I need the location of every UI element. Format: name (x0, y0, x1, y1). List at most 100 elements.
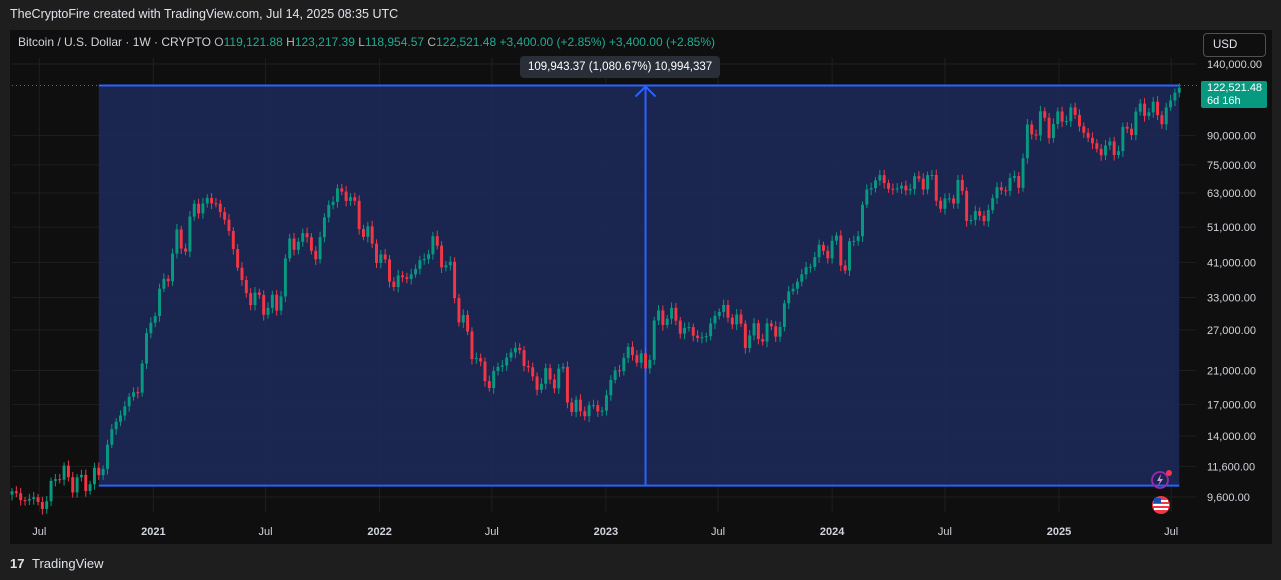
candle (101, 465, 105, 480)
change-value: +3,400.00 (+2.85%) (499, 35, 606, 49)
candle-countdown: 6d 16h (1207, 95, 1241, 107)
candle (683, 322, 687, 340)
candle (631, 341, 634, 361)
candle (674, 302, 678, 326)
time-axis[interactable]: Jul 2021 Jul 2022 Jul 2023 Jul 2024 Jul 2025 Jul (32, 526, 1178, 538)
candles (10, 83, 1181, 515)
top-bar: TheCryptoFire created with TradingView.c… (0, 0, 1281, 30)
candle (175, 223, 179, 259)
candle (179, 225, 183, 255)
candle (1043, 107, 1047, 122)
candle (366, 221, 370, 243)
price-chart[interactable]: 140,000.00 90,000.00 75,000.00 63,000.00 51,… (0, 0, 1281, 548)
candle (1064, 115, 1068, 126)
candle (97, 462, 101, 481)
candle (201, 198, 205, 219)
last-price-tag: 122,521.48 6d 16h (1201, 81, 1267, 108)
candle (127, 393, 131, 412)
candle (908, 183, 912, 195)
tradingview-logo-icon[interactable]: 17 (10, 556, 25, 571)
candle (466, 310, 470, 336)
candle (739, 309, 743, 328)
measure-label: 109,943.37 (1,080.67%) 10,994,337 (520, 56, 721, 78)
candle (1051, 118, 1055, 143)
candle (197, 198, 201, 219)
measure-range-box[interactable] (98, 85, 1180, 486)
candle (136, 386, 140, 399)
candle (405, 272, 409, 284)
candle (474, 352, 478, 364)
candle (904, 180, 908, 196)
candle (548, 364, 552, 385)
candle (414, 264, 418, 278)
candle (45, 495, 49, 514)
candle (700, 332, 704, 344)
candle (1077, 109, 1081, 132)
candle (1112, 136, 1116, 161)
candle (804, 261, 808, 280)
candle (965, 187, 969, 227)
open-value: 119,121.88 (223, 35, 283, 49)
candle (357, 195, 361, 235)
symbol-name[interactable]: Bitcoin / U.S. Dollar · 1W · CRYPTO (18, 35, 211, 49)
candle (678, 316, 682, 339)
candle (505, 352, 509, 371)
candle (644, 347, 648, 373)
y-tick-label: 11,600.00 (1207, 461, 1255, 473)
last-price-value: 122,521.48 (1207, 82, 1263, 94)
candle (986, 204, 990, 227)
candle (921, 173, 925, 196)
candle (145, 328, 148, 369)
candle (752, 318, 756, 341)
candle (1177, 83, 1181, 98)
candle (1069, 103, 1073, 127)
candle (926, 171, 930, 195)
close-label: C (427, 35, 437, 49)
us-flag-icon[interactable] (1152, 496, 1170, 514)
candle (856, 230, 860, 246)
y-tick-label: 21,000.00 (1207, 366, 1256, 378)
candle (296, 237, 300, 255)
candle (236, 244, 240, 272)
candle (370, 220, 374, 249)
candle (583, 406, 587, 421)
candle (561, 362, 565, 373)
candle (305, 227, 309, 243)
price-axis[interactable]: 140,000.00 90,000.00 75,000.00 63,000.00 51,… (1207, 59, 1262, 504)
change-value-2: +3,400.00 (+2.85%) (608, 35, 715, 49)
candle (279, 290, 283, 315)
candle (105, 439, 109, 475)
candle (913, 172, 917, 195)
candle (756, 319, 760, 345)
x-tick-label: Jul (1164, 526, 1178, 538)
candle (661, 305, 665, 331)
candle (618, 364, 621, 377)
candle (392, 277, 396, 291)
candle (14, 486, 18, 498)
candle (1147, 108, 1151, 120)
candle (249, 288, 253, 311)
candle (930, 169, 934, 180)
candle (578, 394, 582, 417)
lightning-alert-icon[interactable] (1151, 470, 1172, 489)
symbol-legend[interactable]: Bitcoin / U.S. Dollar · 1W · CRYPTO O119… (18, 35, 715, 49)
candle (1151, 97, 1155, 118)
candle (613, 366, 617, 384)
candle (900, 182, 904, 194)
y-tick-label: 63,000.00 (1207, 188, 1256, 200)
candle (223, 207, 227, 225)
candle (461, 309, 465, 329)
candle (952, 194, 956, 209)
candle (887, 179, 891, 193)
tradingview-brand[interactable]: TradingView (32, 556, 104, 571)
candle (166, 275, 170, 287)
candle (587, 401, 591, 422)
candle (275, 290, 279, 316)
low-value: 118,954.57 (364, 35, 425, 49)
low-label: L (358, 35, 365, 49)
candle (591, 399, 595, 409)
candle (1121, 122, 1125, 157)
currency-button[interactable]: USD (1203, 33, 1266, 57)
candle (257, 288, 261, 299)
candle (826, 245, 830, 264)
